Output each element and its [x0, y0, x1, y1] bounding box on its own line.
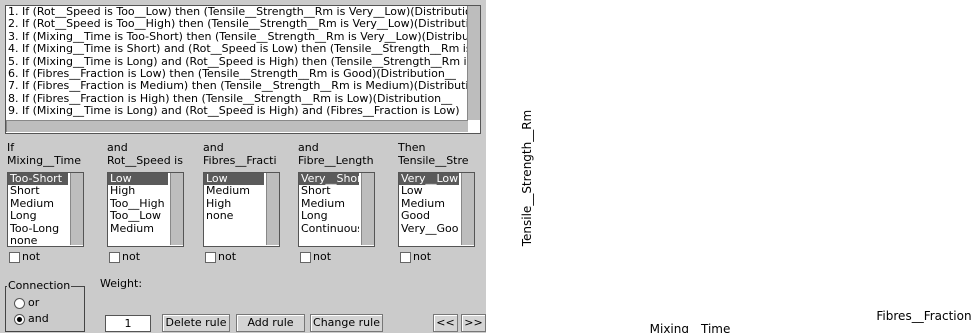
- checkbox-label: not: [313, 250, 332, 263]
- rule[interactable]: 6. If (Fibres__Fraction is Low) then (Te…: [8, 67, 456, 80]
- axis-text: Fibres__Fraction: [876, 309, 971, 323]
- connection-title: Connection: [7, 279, 72, 292]
- scrollbar[interactable]: [70, 173, 83, 245]
- list-item[interactable]: Too-Long: [10, 222, 60, 235]
- column-lead: If: [7, 141, 15, 154]
- checkbox[interactable]: [300, 252, 311, 263]
- axis-text: Mixing__Time: [650, 322, 731, 333]
- list-item[interactable]: Short: [301, 185, 331, 198]
- column-lead: and: [107, 141, 128, 154]
- scrollbar[interactable]: [461, 173, 474, 245]
- column-header: Tensile__Stre: [398, 154, 469, 167]
- list-item[interactable]: Medium: [401, 197, 445, 210]
- list-item[interactable]: Medium: [10, 197, 54, 210]
- surface-plot: 10080604015010050012345Tensile__Strength…: [520, 110, 972, 333]
- list-item[interactable]: Low: [108, 173, 168, 186]
- list-item[interactable]: Very__Short: [299, 173, 359, 186]
- rule[interactable]: 3. If (Mixing__Time is Too-Short) then (…: [8, 30, 468, 43]
- list-item[interactable]: Too__Low: [110, 210, 161, 223]
- list-item[interactable]: Medium: [301, 197, 345, 210]
- radio[interactable]: [14, 298, 25, 309]
- list-item[interactable]: Too-Short: [8, 173, 68, 186]
- list-item[interactable]: Short: [10, 185, 40, 198]
- checkbox-label: not: [122, 250, 141, 263]
- radio[interactable]: [14, 314, 25, 325]
- list-item[interactable]: Continuous: [301, 222, 359, 235]
- button[interactable]: Add rule: [236, 314, 305, 332]
- checkbox-label: not: [218, 250, 237, 263]
- column-lead: and: [298, 141, 319, 154]
- column-header: Fibre__Length: [298, 154, 374, 167]
- list-item[interactable]: Long: [10, 210, 37, 223]
- list-item[interactable]: High: [110, 185, 136, 198]
- radio-label: or: [28, 296, 40, 309]
- rule-editor: 1. If (Rot__Speed is Too__Low) then (Ten…: [0, 0, 486, 333]
- scrollbar[interactable]: [266, 173, 279, 245]
- scrollbar[interactable]: [361, 173, 374, 245]
- button[interactable]: >>: [461, 314, 486, 332]
- list-item[interactable]: Low: [401, 185, 423, 198]
- button[interactable]: Delete rule: [162, 314, 230, 332]
- list-item[interactable]: Too__High: [110, 197, 165, 210]
- checkbox[interactable]: [9, 252, 20, 263]
- rule[interactable]: 7. If (Fibres__Fraction is Medium) then …: [8, 80, 468, 93]
- list-item[interactable]: none: [206, 210, 234, 223]
- checkbox[interactable]: [205, 252, 216, 263]
- weight-label: Weight:: [100, 277, 143, 290]
- list-item[interactable]: Medium: [206, 185, 250, 198]
- rule[interactable]: 2. If (Rot__Speed is Too__High) then (Te…: [8, 18, 468, 31]
- checkbox[interactable]: [400, 252, 411, 263]
- list-item[interactable]: Very__Good: [401, 222, 459, 235]
- rule[interactable]: 1. If (Rot__Speed is Too__Low) then (Ten…: [8, 6, 468, 18]
- rule[interactable]: 8. If (Fibres__Fraction is High) then (T…: [8, 92, 453, 105]
- weight-input[interactable]: 1: [105, 315, 151, 332]
- rule[interactable]: 5. If (Mixing__Time is Long) and (Rot__S…: [8, 55, 468, 68]
- connection-box: [5, 286, 85, 332]
- list-item[interactable]: Very__Low: [399, 173, 459, 186]
- button[interactable]: <<: [433, 314, 458, 332]
- column-lead: Then: [398, 141, 426, 154]
- rule-list[interactable]: 1. If (Rot__Speed is Too__Low) then (Ten…: [5, 5, 481, 134]
- column-header: Fibres__Fracti: [203, 154, 277, 167]
- list-item[interactable]: Good: [401, 210, 430, 223]
- list-item[interactable]: none: [10, 234, 38, 247]
- list-item[interactable]: Low: [204, 173, 264, 186]
- rule[interactable]: 4. If (Mixing__Time is Short) and (Rot__…: [8, 43, 468, 56]
- checkbox[interactable]: [109, 252, 120, 263]
- list-item[interactable]: Medium: [110, 222, 154, 235]
- rule[interactable]: 9. If (Mixing__Time is Long) and (Rot__S…: [8, 105, 460, 118]
- column-lead: and: [203, 141, 224, 154]
- checkbox-label: not: [413, 250, 432, 263]
- column-header: Mixing__Time: [7, 154, 81, 167]
- scrollbar[interactable]: [6, 120, 468, 132]
- scrollbar[interactable]: [467, 6, 480, 120]
- radio-label: and: [28, 312, 49, 325]
- axis-text: Tensile__Strength__Rm: [520, 110, 534, 248]
- scrollbar[interactable]: [170, 173, 183, 245]
- list-item[interactable]: High: [206, 197, 232, 210]
- checkbox-label: not: [22, 250, 41, 263]
- list-item[interactable]: Long: [301, 210, 328, 223]
- button[interactable]: Change rule: [310, 314, 383, 332]
- column-header: Rot__Speed is: [107, 154, 183, 167]
